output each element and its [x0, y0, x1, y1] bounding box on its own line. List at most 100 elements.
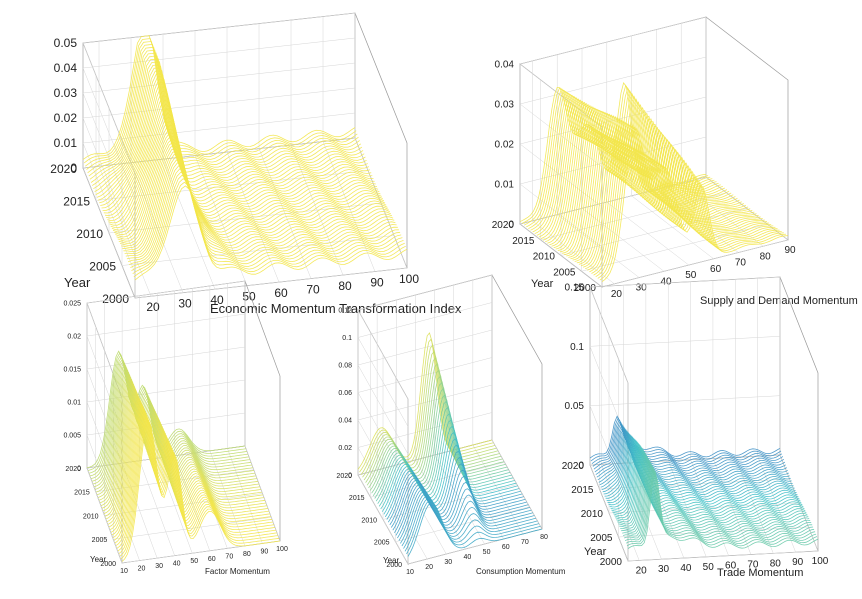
x-tick-label: 10	[406, 569, 414, 576]
y-axis-label: Year	[90, 555, 107, 564]
surface-line	[387, 456, 523, 523]
surface-line	[380, 425, 515, 510]
surface-line	[627, 471, 819, 549]
x-tick-label: 40	[210, 293, 224, 307]
surface-line	[585, 118, 772, 270]
x-axis-label: Trade Momentum	[717, 567, 803, 579]
y-tick-label: 2000	[600, 557, 623, 568]
surface-line	[619, 454, 810, 529]
surface-line	[104, 94, 378, 217]
x-axis-label: Factor Momentum	[205, 567, 270, 576]
surface-line	[101, 82, 374, 209]
x-tick-label: 20	[146, 300, 160, 314]
surface-line	[117, 138, 390, 242]
surface-line	[386, 450, 521, 520]
x-tick-label: 100	[812, 556, 829, 567]
y-tick-label: 2010	[76, 227, 103, 241]
surface-line	[116, 410, 276, 549]
surface-line	[397, 486, 532, 539]
y-tick-label: 2000	[100, 561, 116, 568]
z-tick-label: 0.04	[495, 60, 515, 71]
z-tick-label: 0.15	[565, 283, 585, 294]
surface-line	[107, 392, 267, 525]
x-tick-label: 20	[425, 564, 433, 571]
surface-plot-1: 20 30 40 50 60 70 80 90 100200020052010201520200…	[50, 12, 462, 316]
y-tick-label: 2015	[63, 194, 90, 208]
surface-line	[593, 122, 780, 276]
surface-line	[97, 73, 371, 201]
surface-line	[119, 144, 393, 246]
surface-line	[377, 413, 512, 504]
surface-line	[360, 344, 496, 475]
surface-line	[93, 61, 366, 190]
surface-line	[103, 384, 263, 514]
surface-line	[589, 120, 776, 273]
surface-line	[130, 171, 403, 268]
surface-line	[87, 46, 360, 174]
surface-line	[406, 500, 541, 555]
surface-line	[403, 495, 538, 549]
surface-line	[625, 467, 817, 544]
surface-line	[601, 128, 789, 283]
z-tick-label: 0	[578, 461, 584, 472]
x-tick-label: 50	[703, 562, 715, 573]
y-tick-label: 2015	[512, 236, 535, 247]
surface-line	[357, 332, 493, 470]
x-tick-label: 100	[276, 546, 288, 553]
surface-line	[100, 378, 260, 506]
x-tick-label: 70	[306, 283, 320, 297]
surface-line	[106, 99, 379, 219]
surface-line	[109, 112, 382, 226]
surface-line	[580, 116, 768, 267]
surface-line	[82, 35, 356, 160]
x-tick-label: 80	[243, 551, 251, 558]
surface-line	[615, 447, 806, 521]
surface-line	[114, 129, 387, 236]
surface-line	[88, 49, 362, 177]
x-axis-label: Consumption Momentum	[476, 567, 566, 576]
x-tick-label: 60	[710, 264, 722, 275]
z-tick-label: 0	[70, 161, 77, 175]
y-tick-label: 2000	[386, 562, 402, 569]
x-tick-label: 80	[338, 279, 352, 293]
surface-line	[369, 382, 505, 491]
surface-line	[121, 419, 281, 562]
surface-wireframe	[357, 332, 543, 557]
x-tick-label: 80	[760, 251, 772, 262]
x-tick-label: 40	[464, 554, 472, 561]
surface-line	[578, 115, 765, 265]
z-tick-label: 0.02	[495, 140, 515, 151]
surface-wireframe	[589, 415, 819, 549]
y-tick-label: 2015	[349, 495, 365, 502]
surface-line	[597, 125, 784, 279]
surface-line	[108, 394, 268, 528]
surface-line	[587, 119, 774, 271]
axes-box	[589, 276, 819, 562]
surface-line	[133, 181, 406, 278]
surface-line	[599, 126, 786, 281]
x-tick-label: 80	[770, 558, 782, 569]
x-tick-label: 60	[502, 544, 510, 551]
surface-line	[372, 394, 508, 497]
surface-line	[115, 132, 388, 238]
z-tick-label: 0.005	[63, 432, 81, 439]
y-tick-label: 2005	[92, 537, 108, 544]
x-tick-label: 40	[173, 561, 181, 568]
x-tick-label: 20	[636, 565, 648, 576]
surface-wireframe	[519, 82, 789, 283]
surface-line	[591, 121, 778, 274]
surface-line	[108, 107, 381, 224]
surface-line	[125, 159, 398, 257]
x-axis-label: Economic Momentum Transformation Index	[210, 301, 462, 316]
y-axis-label: Year	[64, 275, 91, 290]
surface-line	[366, 369, 502, 486]
z-tick-label: 0.02	[67, 333, 81, 340]
surface-line	[127, 165, 401, 263]
y-tick-label: 2010	[581, 509, 604, 520]
x-tick-label: 50	[242, 290, 256, 304]
x-tick-label: 50	[685, 270, 697, 281]
surface-line	[111, 120, 385, 231]
surface-line	[371, 388, 506, 494]
x-tick-label: 30	[658, 564, 670, 575]
